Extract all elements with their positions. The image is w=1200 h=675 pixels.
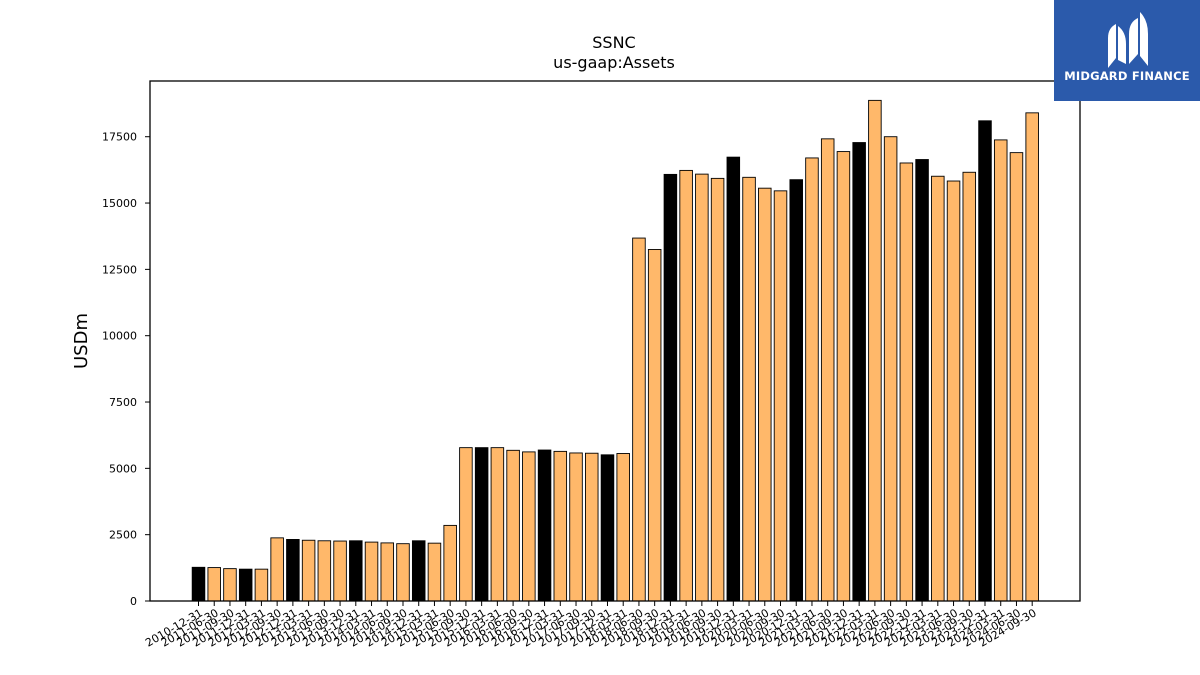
bar-2019-06-30 (695, 173, 709, 602)
bar-2021-06-30 (820, 138, 835, 602)
bar-2017-09-30 (585, 452, 599, 602)
bar-2020-03-31 (742, 176, 756, 602)
bar-2010-12-31 (191, 566, 206, 602)
bar-2024-06-30 (1009, 152, 1024, 602)
bar-2022-09-30 (899, 162, 914, 602)
bar-2014-06-30 (380, 542, 395, 602)
bar-2020-09-30 (773, 190, 788, 602)
bar-2023-03-31 (931, 175, 945, 602)
brand-name: MIDGARD FINANCE (1064, 69, 1190, 83)
y-tick-label: 10000 (102, 330, 137, 343)
bar-2012-12-31 (286, 539, 300, 602)
bar-2018-03-31 (616, 453, 630, 602)
bar-2015-03-31 (427, 542, 442, 602)
chart-title: SSNC (592, 33, 635, 52)
y-tick-label: 5000 (109, 462, 137, 475)
bar-2013-06-30 (317, 540, 332, 602)
bar-2021-03-31 (805, 157, 819, 602)
y-tick-label: 0 (130, 595, 137, 608)
bar-2016-06-30 (506, 449, 520, 602)
bar-2023-12-31 (978, 120, 992, 602)
y-axis-ticks: 0 2500 5000 7500 10000 12500 15000 17500 (102, 131, 150, 608)
brand-logo: MIDGARD FINANCE (1054, 0, 1200, 101)
bar-2013-12-31 (349, 540, 363, 602)
bar-2022-06-30 (883, 136, 898, 602)
bar-2023-09-30 (962, 171, 977, 602)
bar-2019-03-31 (679, 169, 693, 602)
bar-2016-09-30 (522, 451, 536, 602)
bar-2018-09-30 (647, 249, 662, 602)
bar-2017-03-31 (553, 450, 568, 602)
bar-2019-09-30 (710, 177, 725, 602)
y-tick-label: 12500 (102, 263, 137, 276)
bar-2024-03-31 (993, 139, 1008, 602)
y-tick-label: 15000 (102, 197, 137, 210)
bar-2021-09-30 (836, 151, 851, 602)
bar-2017-06-30 (569, 452, 583, 602)
bar-2019-12-31 (726, 156, 741, 602)
bar-2018-12-31 (663, 173, 678, 602)
bar-2018-06-30 (632, 237, 646, 602)
chart-subtitle: us-gaap:Assets (553, 53, 675, 72)
bar-2020-12-31 (789, 179, 803, 602)
bar-2023-06-30 (946, 180, 961, 602)
bar-2015-09-30 (459, 447, 473, 602)
bar-2020-06-30 (758, 187, 772, 602)
bar-2016-12-31 (537, 449, 552, 602)
bar-2022-12-31 (915, 159, 929, 602)
bar-2011-09-30 (223, 568, 237, 602)
bar-2015-12-31 (474, 447, 489, 602)
bar-2012-03-31 (254, 568, 269, 602)
bar-2014-03-31 (364, 541, 379, 602)
bar-2012-09-30 (270, 537, 284, 602)
bar-2014-09-30 (396, 543, 410, 602)
bar-2013-03-31 (301, 539, 316, 602)
bar-2016-03-31 (490, 447, 505, 602)
y-tick-label: 7500 (109, 396, 137, 409)
midgard-logo-icon (1108, 12, 1148, 68)
plot-frame (149, 80, 1081, 602)
bar-2013-09-30 (333, 540, 347, 602)
bar-2022-03-31 (868, 99, 882, 602)
x-axis-ticks: 2010-12-312011-06-302011-09-302011-12-31… (143, 601, 1039, 650)
y-tick-label: 17500 (102, 131, 137, 144)
bar-2024-09-30 (1025, 112, 1039, 602)
bar-2014-12-31 (411, 540, 426, 602)
y-tick-label: 2500 (109, 529, 137, 542)
bar-2021-12-31 (852, 142, 866, 602)
bar-2017-12-31 (600, 454, 615, 602)
bar-2015-06-30 (443, 524, 457, 602)
bar-2011-12-31 (238, 568, 253, 602)
bar-2011-06-30 (207, 567, 221, 602)
bar-series (191, 99, 1039, 602)
y-axis-label: USDm (71, 313, 92, 369)
